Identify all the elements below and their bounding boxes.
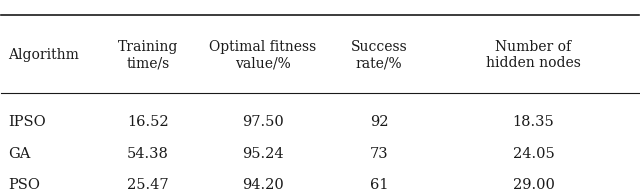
Text: Algorithm: Algorithm <box>8 48 79 62</box>
Text: 16.52: 16.52 <box>127 115 169 129</box>
Text: 97.50: 97.50 <box>242 115 284 129</box>
Text: Training
time/s: Training time/s <box>118 40 178 70</box>
Text: GA: GA <box>8 147 30 161</box>
Text: PSO: PSO <box>8 178 40 192</box>
Text: 18.35: 18.35 <box>513 115 554 129</box>
Text: 92: 92 <box>370 115 388 129</box>
Text: IPSO: IPSO <box>8 115 45 129</box>
Text: Optimal fitness
value/%: Optimal fitness value/% <box>209 40 316 70</box>
Text: 94.20: 94.20 <box>242 178 284 192</box>
Text: 73: 73 <box>370 147 388 161</box>
Text: 61: 61 <box>370 178 388 192</box>
Text: 95.24: 95.24 <box>242 147 284 161</box>
Text: Number of
hidden nodes: Number of hidden nodes <box>486 40 581 70</box>
Text: 54.38: 54.38 <box>127 147 169 161</box>
Text: 24.05: 24.05 <box>513 147 554 161</box>
Text: 29.00: 29.00 <box>513 178 554 192</box>
Text: Success
rate/%: Success rate/% <box>351 40 407 70</box>
Text: 25.47: 25.47 <box>127 178 169 192</box>
